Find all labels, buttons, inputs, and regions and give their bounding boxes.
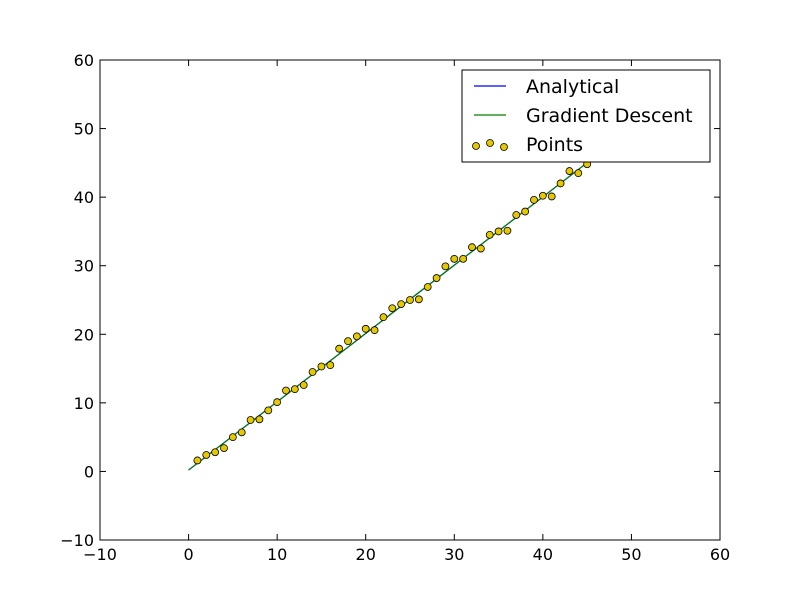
x-tick-label: −10: [83, 545, 117, 564]
y-axis: −10 0 10 20 30 40 50 60: [60, 51, 720, 550]
scatter-point: [476, 244, 485, 253]
scatter-point: [220, 444, 228, 453]
legend-label-analytical: Analytical: [526, 76, 619, 98]
scatter-point: [530, 195, 538, 204]
y-tick-label: 60: [74, 51, 94, 70]
scatter-point: [211, 448, 220, 457]
scatter-point: [361, 324, 370, 333]
y-tick-label: 40: [74, 188, 94, 207]
scatter-point: [193, 456, 202, 465]
x-tick-label: 0: [183, 545, 193, 564]
legend-point-marker: [500, 143, 508, 151]
scatter-point: [299, 381, 308, 389]
plot-frame: [99, 59, 721, 541]
scatter-point: [485, 230, 494, 239]
scatter-point: [512, 211, 521, 219]
y-tick-label: 10: [74, 394, 94, 413]
scatter-point: [556, 179, 565, 188]
y-tick-label: 50: [74, 120, 94, 139]
scatter-point: [547, 192, 556, 201]
scatter-point: [423, 283, 432, 291]
y-tick-label: −10: [60, 531, 94, 550]
scatter-point: [282, 386, 290, 395]
scatter-point: [202, 451, 211, 459]
x-axis: −10 0 10 20 30 40 50 60: [83, 60, 730, 564]
legend: Analytical Gradient Descent Points: [461, 69, 711, 163]
scatter-point: [538, 191, 547, 200]
legend-point-marker: [486, 139, 494, 147]
scatter-point: [406, 296, 414, 304]
x-tick-label: 50: [621, 545, 641, 564]
scatter-point: [290, 385, 299, 394]
legend-swatch-points: [472, 139, 508, 151]
y-tick-label: 20: [74, 325, 94, 344]
legend-point-marker: [472, 142, 480, 150]
scatter-point: [521, 207, 530, 216]
scatter-point: [459, 254, 468, 263]
scatter-point: [450, 254, 459, 263]
scatter-point: [468, 243, 476, 252]
y-tick-label: 0: [84, 462, 94, 481]
scatter-point: [246, 416, 255, 424]
scatter-point: [432, 274, 441, 282]
scatter-point: [565, 167, 574, 175]
y-tick-label: 30: [74, 257, 94, 276]
scatter-point: [308, 368, 317, 376]
scatter-point: [574, 169, 583, 178]
scatter-point: [379, 313, 388, 322]
x-tick-label: 30: [444, 545, 464, 564]
scatter-point: [273, 398, 282, 407]
scatter-point: [335, 344, 344, 353]
scatter-point: [414, 295, 423, 304]
x-tick-label: 20: [356, 545, 376, 564]
scatter-point: [441, 262, 450, 271]
scatter-point: [344, 337, 352, 346]
legend-label-points: Points: [526, 134, 583, 156]
scatter-point: [370, 326, 379, 335]
scatter-point: [397, 300, 406, 309]
scatter-point: [352, 332, 361, 341]
x-tick-label: 10: [267, 545, 287, 564]
scatter-point: [317, 362, 326, 371]
scatter-point: [326, 361, 335, 370]
scatter-point: [228, 433, 237, 442]
scatter-point: [255, 415, 264, 424]
x-tick-label: 40: [533, 545, 553, 564]
scatter-point: [503, 226, 512, 235]
scatter-point: [237, 428, 246, 437]
scatter-point: [494, 227, 503, 236]
x-tick-label: 60: [710, 545, 730, 564]
scatter-point: [388, 304, 397, 313]
series-line-gradient-descent: [188, 134, 623, 471]
legend-label-gradient-descent: Gradient Descent: [526, 105, 693, 127]
scatter-point: [264, 406, 273, 415]
